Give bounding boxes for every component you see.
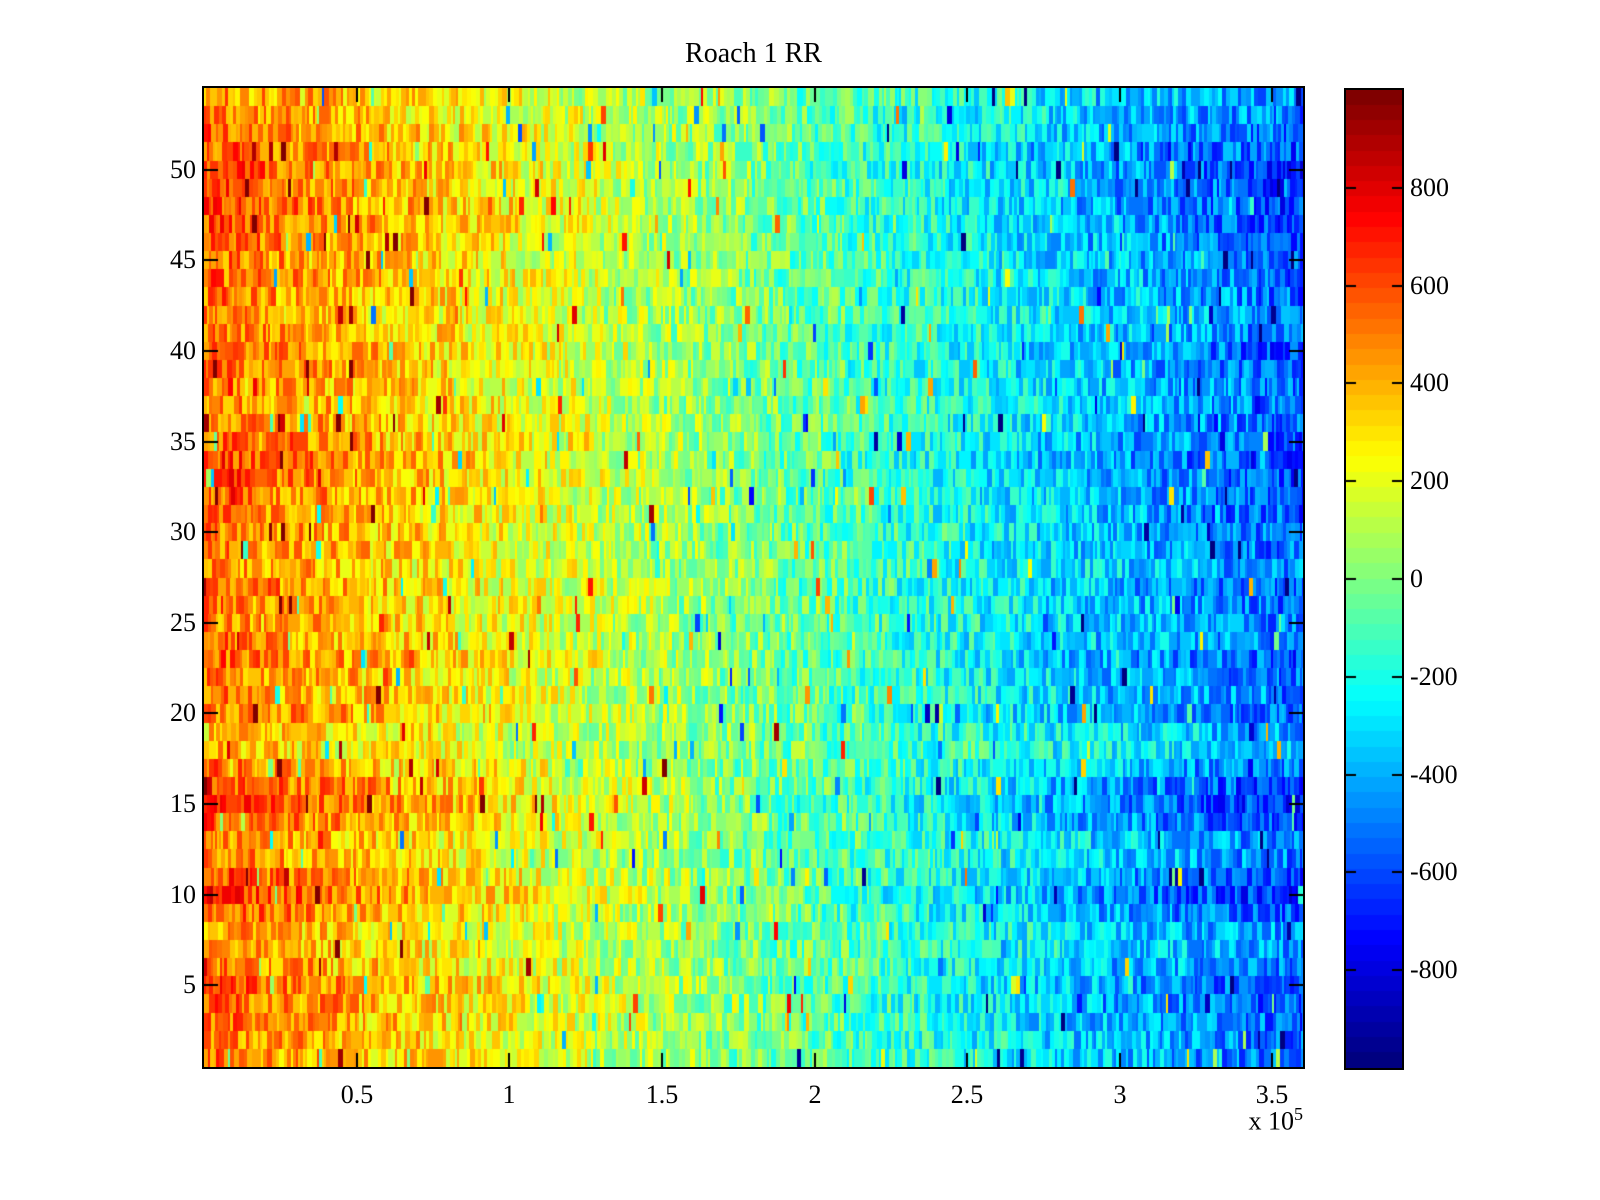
y-tick-label: 20 — [170, 698, 196, 727]
y-tick-label: 50 — [170, 155, 196, 184]
colorbar-tick-label: 400 — [1410, 368, 1449, 397]
colorbar-tick-label: -200 — [1410, 662, 1458, 691]
x-axis-exponent-value: 5 — [1294, 1104, 1303, 1124]
colorbar-tick-label: 800 — [1410, 173, 1449, 202]
heatmap-plot-area — [202, 86, 1305, 1069]
y-tick-label: 40 — [170, 336, 196, 365]
colorbar — [1344, 88, 1404, 1070]
y-tick-label: 25 — [170, 608, 196, 637]
x-tick-label: 2 — [808, 1080, 822, 1109]
x-tick-label: 1 — [502, 1080, 516, 1109]
colorbar-tick-label: -600 — [1410, 857, 1458, 886]
colorbar-canvas — [1346, 90, 1402, 1068]
colorbar-tick-label: 600 — [1410, 271, 1449, 300]
x-tick-label: 0.5 — [340, 1080, 374, 1109]
x-tick-label: 3.5 — [1255, 1080, 1289, 1109]
y-tick-label: 45 — [170, 245, 196, 274]
colorbar-tick-label: -400 — [1410, 760, 1458, 789]
y-tick-label: 15 — [170, 789, 196, 818]
x-tick-label: 1.5 — [645, 1080, 679, 1109]
x-axis-exponent-label: x 105 — [1150, 1104, 1304, 1137]
y-tick-label: 5 — [183, 970, 196, 999]
colorbar-tick-label: 0 — [1410, 564, 1423, 593]
y-tick-label: 10 — [170, 880, 196, 909]
chart-title: Roach 1 RR — [685, 38, 822, 69]
x-tick-label: 2.5 — [950, 1080, 984, 1109]
colorbar-tick-label: 200 — [1410, 466, 1449, 495]
colorbar-tick-label: -800 — [1410, 955, 1458, 984]
y-tick-label: 35 — [170, 427, 196, 456]
heatmap-canvas — [204, 88, 1303, 1067]
y-tick-label: 30 — [170, 517, 196, 546]
x-tick-label: 3 — [1113, 1080, 1127, 1109]
x-axis-exponent-prefix: x 10 — [1248, 1106, 1295, 1136]
